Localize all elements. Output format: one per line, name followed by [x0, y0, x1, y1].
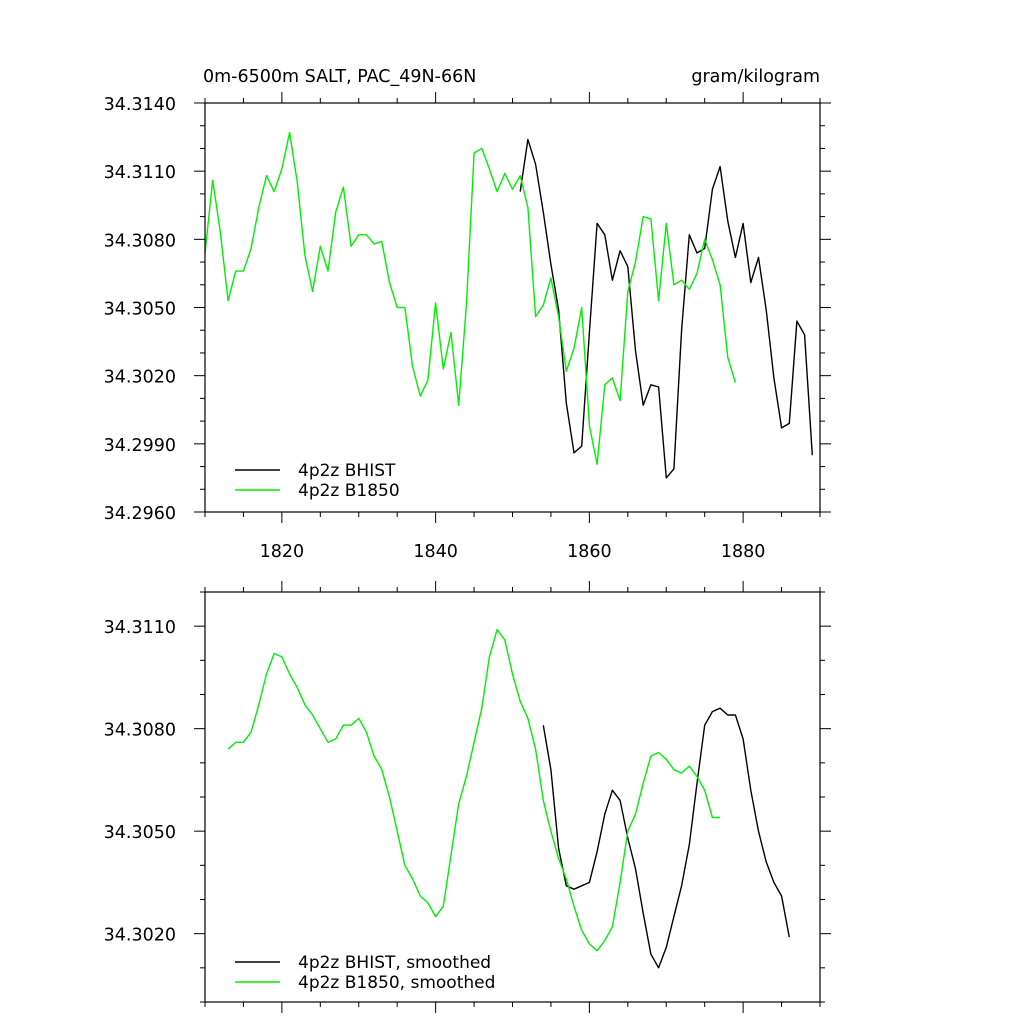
x-tick-label: 1880: [721, 542, 766, 562]
y-tick-label: 34.3050: [104, 300, 176, 320]
series-line-4p2z-b1850: [204, 131, 737, 465]
y-tick-label: 34.2990: [104, 436, 176, 456]
top-panel-frame: [204, 102, 821, 513]
bottom-panel-series: [227, 628, 790, 969]
y-tick-label: 34.3140: [104, 95, 176, 115]
legend-label-bhist-smoothed: 4p2z BHIST, smoothed: [298, 953, 491, 973]
x-tick-label: 1840: [413, 542, 458, 562]
top-panel-units: gram/kilogram: [691, 67, 820, 87]
y-tick-label: 34.3050: [104, 823, 176, 843]
bottom-panel-legend: 4p2z BHIST, smoothed 4p2z B1850, smoothe…: [235, 953, 495, 993]
legend-label-b1850-smoothed: 4p2z B1850, smoothed: [298, 973, 495, 993]
bottom-panel-ticks: 34.3020 34.3050 34.3080 34.3110: [104, 581, 831, 1013]
y-tick-label: 34.3080: [104, 231, 176, 251]
series-line-4p2z-b1850-smoothed: [227, 628, 721, 952]
top-panel-legend: 4p2z BHIST 4p2z B1850: [235, 461, 400, 501]
bottom-panel: 34.3020 34.3050 34.3080 34.3110 4p2z BHIST,…: [104, 581, 831, 1013]
y-tick-label: 34.3020: [104, 926, 176, 946]
y-tick-label: 34.3020: [104, 368, 176, 388]
series-line-4p2z-bhist: [519, 138, 813, 479]
top-panel-ticks: 1820 1840 1860 1880 34.2960 34.2990 34.3020 34.…: [104, 92, 831, 562]
y-tick-label: 34.3110: [104, 163, 176, 183]
top-panel-series: [204, 131, 813, 479]
x-tick-label: 1860: [567, 542, 612, 562]
y-tick-label: 34.3080: [104, 721, 176, 741]
series-line-4p2z-bhist-smoothed: [542, 707, 790, 969]
x-tick-label: 1820: [260, 542, 305, 562]
top-panel-title: 0m-6500m SALT, PAC_49N-66N: [203, 67, 476, 87]
legend-label-b1850: 4p2z B1850: [298, 481, 400, 501]
y-tick-label: 34.2960: [104, 504, 176, 524]
legend-label-bhist: 4p2z BHIST: [298, 461, 396, 481]
top-panel: 0m-6500m SALT, PAC_49N-66N gram/kilogram…: [104, 67, 831, 562]
bottom-panel-frame: [204, 591, 821, 1003]
y-tick-label: 34.3110: [104, 618, 176, 638]
